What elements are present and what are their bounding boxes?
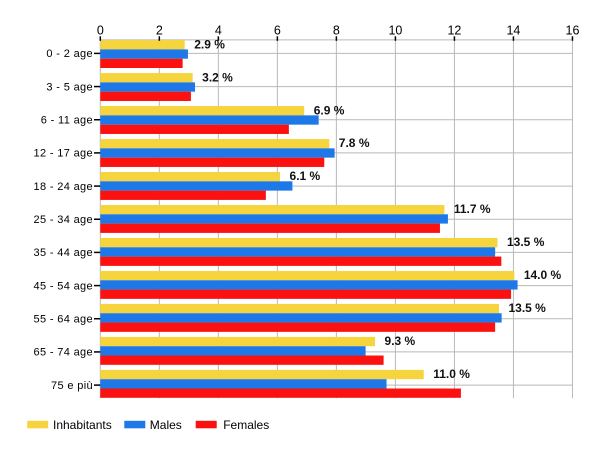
svg-text:2: 2 (156, 24, 163, 38)
svg-text:11.0 %: 11.0 % (433, 367, 470, 381)
svg-text:12 - 17 age: 12 - 17 age (33, 148, 93, 160)
svg-text:13.5 %: 13.5 % (507, 235, 545, 249)
svg-text:0 - 2 age: 0 - 2 age (46, 48, 93, 60)
svg-text:Inhabitants: Inhabitants (53, 418, 112, 432)
svg-text:55 - 64 age: 55 - 64 age (33, 313, 93, 325)
svg-text:Males: Males (150, 418, 182, 432)
svg-text:Females: Females (223, 418, 269, 432)
svg-text:2.9 %: 2.9 % (194, 37, 225, 51)
svg-text:9.3 %: 9.3 % (385, 334, 416, 348)
svg-text:6.1 %: 6.1 % (290, 169, 321, 183)
svg-text:75 e più: 75 e più (51, 380, 93, 392)
svg-text:14: 14 (506, 24, 520, 38)
svg-text:12: 12 (447, 24, 461, 38)
svg-text:6: 6 (274, 24, 281, 38)
svg-text:6.9 %: 6.9 % (314, 103, 345, 117)
svg-text:25 - 34 age: 25 - 34 age (33, 214, 93, 226)
svg-text:65 - 74 age: 65 - 74 age (33, 347, 93, 359)
svg-text:16: 16 (566, 24, 580, 38)
svg-text:18 - 24 age: 18 - 24 age (33, 181, 93, 193)
svg-text:0: 0 (97, 24, 104, 38)
svg-text:6 - 11 age: 6 - 11 age (41, 114, 93, 126)
svg-text:14.0 %: 14.0 % (524, 268, 562, 282)
svg-text:3.2 %: 3.2 % (202, 70, 233, 84)
svg-text:7.8 %: 7.8 % (339, 136, 370, 150)
svg-text:13.5 %: 13.5 % (508, 301, 546, 315)
svg-text:8: 8 (333, 24, 340, 38)
svg-text:3 - 5 age: 3 - 5 age (46, 81, 93, 93)
svg-text:4: 4 (215, 24, 222, 38)
svg-text:10: 10 (388, 24, 402, 38)
svg-text:11.7 %: 11.7 % (454, 202, 491, 216)
svg-text:35 - 44 age: 35 - 44 age (33, 247, 93, 259)
svg-text:45 - 54 age: 45 - 54 age (33, 280, 93, 292)
